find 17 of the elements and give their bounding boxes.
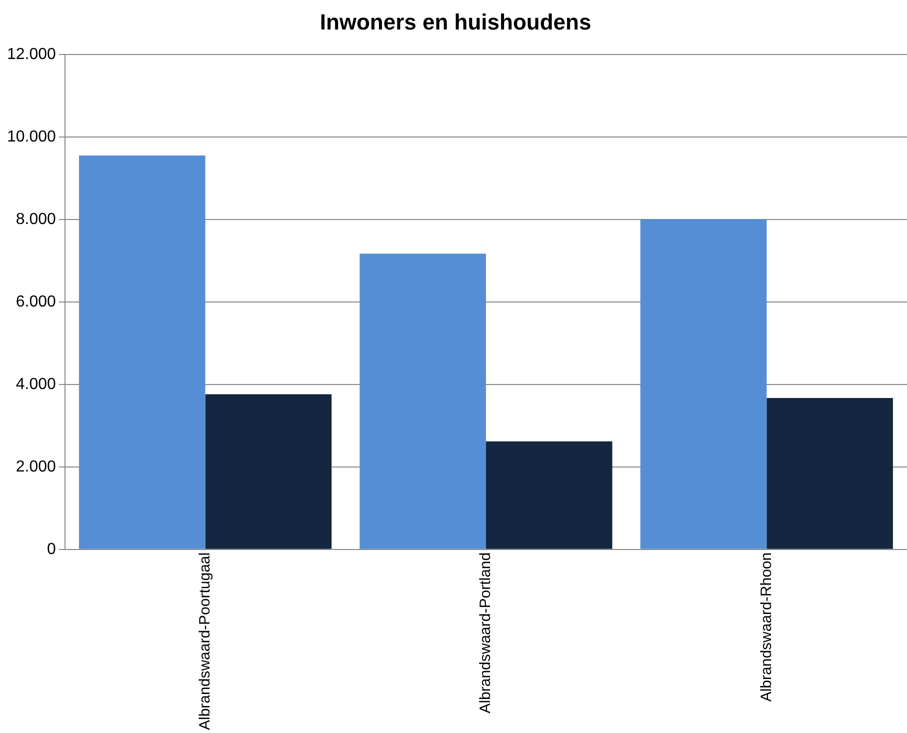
- bar: [78, 155, 206, 549]
- y-tick-label: 2.000: [16, 458, 56, 476]
- bar: [205, 394, 332, 549]
- bar: [640, 218, 767, 549]
- y-tick-label: 6.000: [16, 293, 56, 310]
- x-tick-label: Albrandswaard-Poortugaal: [196, 552, 214, 730]
- x-tick-label: Albrandswaard-Rhoon: [758, 552, 775, 702]
- bar: [360, 254, 486, 549]
- y-tick-label: 10.000: [7, 128, 56, 146]
- y-tick-label: 0: [47, 540, 56, 558]
- bar: [766, 398, 893, 549]
- y-tick-label: 4.000: [16, 376, 56, 393]
- x-tick-label: Albrandswaard-Portland: [477, 552, 494, 714]
- chart-title: Inwoners en huishoudens: [320, 9, 592, 34]
- y-tick-label: 12.000: [7, 46, 56, 63]
- bar: [486, 441, 612, 549]
- y-tick-label: 8.000: [16, 210, 56, 228]
